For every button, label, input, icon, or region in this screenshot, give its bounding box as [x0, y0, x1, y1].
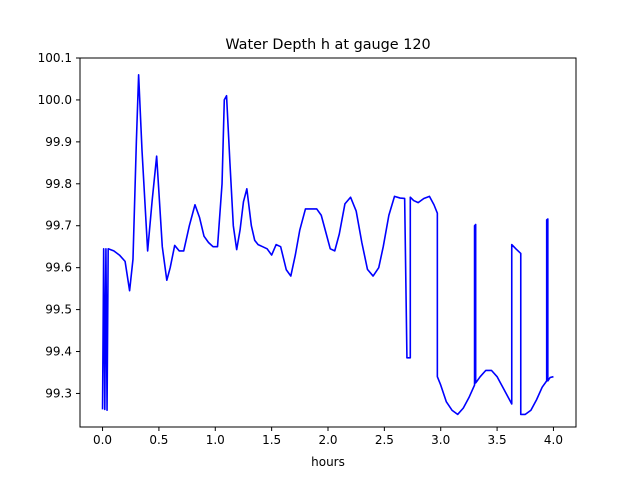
series-line-h: [101, 73, 554, 416]
y-tick-label: 100.1: [38, 51, 72, 65]
y-axis: 99.3 99.4 99.5 99.6 99.7 99.8 99.9 100.0 100.1: [38, 51, 80, 400]
x-tick-label: 0.0: [93, 433, 112, 447]
x-tick-label: 3.5: [488, 433, 507, 447]
x-tick-label: 2.5: [375, 433, 394, 447]
plot-area: [79, 57, 577, 428]
y-tick-label: 99.5: [45, 303, 72, 317]
y-tick-label: 99.9: [45, 135, 72, 149]
chart-title: Water Depth h at gauge 120: [225, 37, 430, 53]
x-tick-label: 2.0: [318, 433, 337, 447]
y-tick-label: 99.4: [45, 345, 72, 359]
y-tick-label: 100.0: [38, 93, 72, 107]
x-axis-label: hours: [311, 455, 345, 469]
y-tick-label: 99.8: [45, 177, 72, 191]
y-tick-label: 99.6: [45, 261, 72, 275]
x-tick-label: 4.0: [544, 433, 563, 447]
x-tick-label: 1.5: [262, 433, 281, 447]
x-tick-label: 0.5: [149, 433, 168, 447]
x-axis: 0.0 0.5 1.0 1.5 2.0 2.5 3.0 3.5 4.0: [93, 427, 563, 447]
y-tick-label: 99.7: [45, 219, 72, 233]
x-tick-label: 3.0: [431, 433, 450, 447]
x-tick-label: 1.0: [206, 433, 225, 447]
y-tick-label: 99.3: [45, 386, 72, 400]
